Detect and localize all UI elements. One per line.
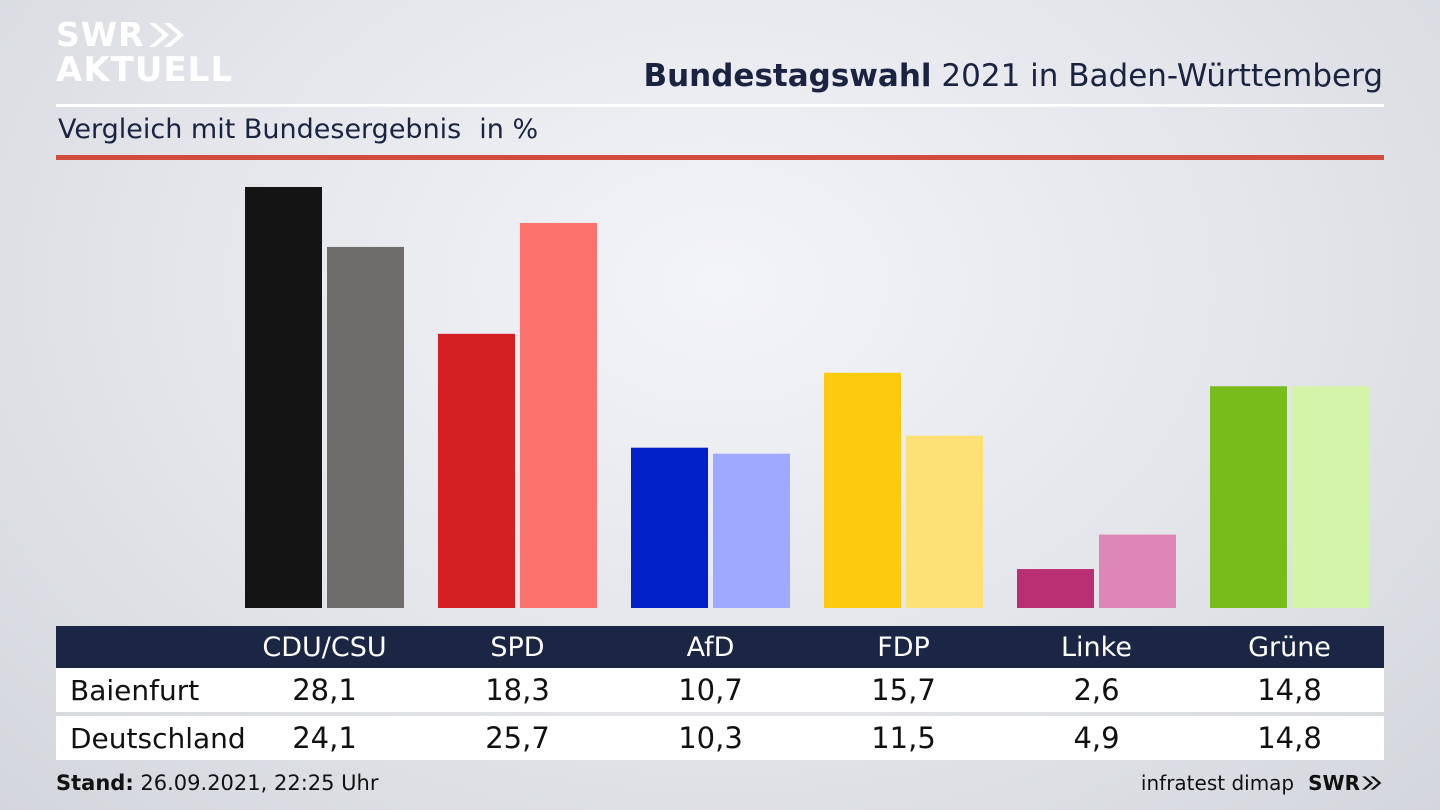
subtitle-text: Vergleich mit Bundesergebnis	[58, 114, 462, 145]
chart-subtitle: Vergleich mit Bundesergebnis in %	[58, 114, 538, 145]
table-cell: 4,9	[1073, 721, 1120, 755]
source-credit: infratest dimap SWR	[1141, 771, 1383, 795]
stand-value: 26.09.2021, 22:25 Uhr	[133, 771, 379, 795]
column-header-cdu-csu: CDU/CSU	[262, 631, 387, 663]
footer-swr-logo: SWR	[1308, 771, 1383, 795]
title-rest: 2021 in Baden-Württemberg	[931, 58, 1383, 94]
table-cell: 18,3	[485, 673, 550, 707]
logo-swr-text: SWR	[56, 15, 145, 54]
bar-spd-baienfurt	[438, 333, 515, 608]
row-label: Baienfurt	[70, 673, 200, 707]
bar-afd-baienfurt	[631, 447, 708, 608]
swr-aktuell-logo: SWR AKTUELL	[56, 15, 234, 90]
bar-gr-ne-deutschland	[1292, 386, 1369, 608]
column-header-gr-ne: Grüne	[1248, 631, 1331, 663]
double-chevron-icon	[1362, 776, 1382, 790]
table-cell: 10,3	[678, 721, 743, 755]
bar-spd-deutschland	[520, 222, 597, 609]
table-cell: 10,7	[678, 673, 743, 707]
table-cell: 28,1	[292, 673, 357, 707]
table-cell: 24,1	[292, 721, 357, 755]
footer-brand-text: SWR	[1308, 771, 1360, 795]
table-cell: 14,8	[1257, 673, 1322, 707]
accent-divider	[56, 155, 1384, 160]
timestamp: Stand: 26.09.2021, 22:25 Uhr	[56, 771, 379, 795]
bar-gr-ne-baienfurt	[1210, 386, 1287, 608]
bar-afd-deutschland	[713, 453, 790, 608]
title-bold: Bundestagswahl	[643, 58, 932, 94]
double-chevron-icon	[148, 23, 184, 47]
table-cell: 25,7	[485, 721, 550, 755]
table-cell: 15,7	[871, 673, 936, 707]
page-title: Bundestagswahl 2021 in Baden-Württemberg	[643, 58, 1383, 94]
table-cell: 14,8	[1257, 721, 1322, 755]
row-label: Deutschland	[70, 721, 246, 755]
bar-linke-deutschland	[1099, 534, 1176, 608]
bar-chart	[245, 187, 1369, 609]
unit-label: in %	[479, 114, 539, 145]
bar-fdp-baienfurt	[824, 372, 901, 608]
bar-cdu-csu-deutschland	[327, 246, 404, 608]
bar-linke-baienfurt	[1017, 569, 1094, 608]
stand-label: Stand:	[56, 771, 134, 795]
bar-fdp-deutschland	[906, 435, 983, 608]
table-row-deutschland: Deutschland 24,1 25,7 10,3 11,5 4,9 14,8	[56, 716, 1384, 760]
column-header-fdp: FDP	[877, 631, 930, 663]
table-header: CDU/CSU SPD AfD FDP Linke Grüne	[56, 626, 1384, 668]
source-text: infratest dimap	[1140, 771, 1295, 795]
column-header-afd: AfD	[686, 631, 735, 663]
table-row-baienfurt: Baienfurt 28,1 18,3 10,7 15,7 2,6 14,8	[56, 668, 1384, 712]
column-header-spd: SPD	[490, 631, 545, 663]
table-cell: 11,5	[871, 721, 936, 755]
header-divider	[56, 104, 1384, 107]
bar-cdu-csu-baienfurt	[245, 187, 322, 608]
logo-aktuell-text: AKTUELL	[56, 50, 234, 90]
column-header-linke: Linke	[1061, 631, 1132, 663]
table-cell: 2,6	[1073, 673, 1120, 707]
